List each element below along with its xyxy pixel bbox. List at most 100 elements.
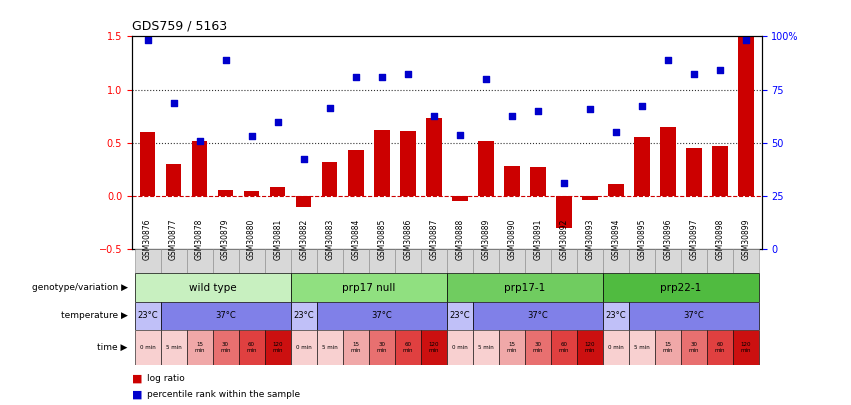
Text: ■: ■ bbox=[132, 390, 142, 400]
Text: 15
min: 15 min bbox=[351, 342, 361, 353]
Text: 30
min: 30 min bbox=[533, 342, 543, 353]
Point bbox=[167, 100, 180, 107]
FancyBboxPatch shape bbox=[603, 273, 759, 302]
Text: prp17-1: prp17-1 bbox=[504, 283, 545, 292]
FancyBboxPatch shape bbox=[213, 330, 238, 364]
Bar bbox=[556, 196, 572, 228]
Bar bbox=[348, 150, 363, 196]
Text: 60
min: 60 min bbox=[403, 342, 413, 353]
Point bbox=[401, 70, 414, 77]
Text: GSM30895: GSM30895 bbox=[637, 219, 647, 260]
Bar bbox=[400, 131, 415, 196]
FancyBboxPatch shape bbox=[134, 330, 161, 364]
Bar bbox=[530, 167, 545, 196]
Text: 0 min: 0 min bbox=[296, 345, 311, 350]
FancyBboxPatch shape bbox=[629, 302, 759, 330]
Bar bbox=[686, 148, 702, 196]
FancyBboxPatch shape bbox=[499, 249, 525, 273]
FancyBboxPatch shape bbox=[265, 249, 291, 273]
FancyBboxPatch shape bbox=[629, 249, 655, 273]
FancyBboxPatch shape bbox=[395, 249, 420, 273]
Text: 60
min: 60 min bbox=[715, 342, 725, 353]
Text: 23°C: 23°C bbox=[606, 311, 626, 320]
Text: wild type: wild type bbox=[189, 283, 237, 292]
FancyBboxPatch shape bbox=[707, 249, 733, 273]
Text: GSM30899: GSM30899 bbox=[741, 219, 751, 260]
Text: 5 min: 5 min bbox=[322, 345, 338, 350]
Bar bbox=[660, 127, 676, 196]
FancyBboxPatch shape bbox=[213, 249, 238, 273]
FancyBboxPatch shape bbox=[473, 302, 603, 330]
Text: GSM30892: GSM30892 bbox=[559, 219, 568, 260]
FancyBboxPatch shape bbox=[368, 330, 395, 364]
Point bbox=[193, 137, 207, 144]
Text: 37°C: 37°C bbox=[528, 311, 548, 320]
FancyBboxPatch shape bbox=[603, 330, 629, 364]
Point bbox=[479, 76, 493, 82]
FancyBboxPatch shape bbox=[395, 330, 420, 364]
Bar bbox=[582, 196, 597, 200]
FancyBboxPatch shape bbox=[551, 330, 577, 364]
FancyBboxPatch shape bbox=[447, 330, 473, 364]
Text: 23°C: 23°C bbox=[294, 311, 314, 320]
Bar bbox=[608, 184, 624, 196]
Text: GSM30880: GSM30880 bbox=[247, 219, 256, 260]
Point bbox=[635, 102, 648, 109]
Point bbox=[661, 57, 675, 63]
Text: 15
min: 15 min bbox=[506, 342, 517, 353]
FancyBboxPatch shape bbox=[473, 249, 499, 273]
Text: GSM30881: GSM30881 bbox=[273, 219, 283, 260]
Point bbox=[219, 57, 232, 63]
Text: percentile rank within the sample: percentile rank within the sample bbox=[147, 390, 300, 399]
Text: 23°C: 23°C bbox=[137, 311, 157, 320]
FancyBboxPatch shape bbox=[447, 249, 473, 273]
Text: GSM30882: GSM30882 bbox=[300, 219, 308, 260]
FancyBboxPatch shape bbox=[447, 302, 473, 330]
Bar bbox=[374, 130, 390, 196]
FancyBboxPatch shape bbox=[186, 330, 213, 364]
Text: GSM30888: GSM30888 bbox=[455, 219, 465, 260]
FancyBboxPatch shape bbox=[603, 302, 629, 330]
FancyBboxPatch shape bbox=[681, 330, 707, 364]
Text: GSM30886: GSM30886 bbox=[403, 219, 412, 260]
Bar bbox=[270, 188, 285, 196]
Text: 5 min: 5 min bbox=[634, 345, 650, 350]
Text: 120
min: 120 min bbox=[272, 342, 283, 353]
Bar bbox=[322, 162, 338, 196]
Bar bbox=[452, 196, 467, 201]
FancyBboxPatch shape bbox=[291, 302, 317, 330]
Point bbox=[271, 118, 284, 125]
Bar bbox=[426, 118, 442, 196]
Bar bbox=[166, 164, 181, 196]
FancyBboxPatch shape bbox=[343, 330, 368, 364]
FancyBboxPatch shape bbox=[603, 249, 629, 273]
Text: prp17 null: prp17 null bbox=[342, 283, 396, 292]
Bar bbox=[478, 141, 494, 196]
FancyBboxPatch shape bbox=[317, 330, 343, 364]
Bar bbox=[140, 132, 156, 196]
Bar bbox=[191, 141, 208, 196]
Text: prp22-1: prp22-1 bbox=[660, 283, 701, 292]
Text: GSM30893: GSM30893 bbox=[585, 219, 594, 260]
Point bbox=[323, 104, 336, 111]
FancyBboxPatch shape bbox=[629, 330, 655, 364]
Text: 120
min: 120 min bbox=[429, 342, 439, 353]
Point bbox=[349, 74, 363, 80]
Text: 15
min: 15 min bbox=[194, 342, 205, 353]
FancyBboxPatch shape bbox=[291, 249, 317, 273]
Text: 5 min: 5 min bbox=[166, 345, 181, 350]
FancyBboxPatch shape bbox=[420, 249, 447, 273]
Point bbox=[609, 129, 623, 135]
FancyBboxPatch shape bbox=[577, 249, 603, 273]
FancyBboxPatch shape bbox=[161, 302, 291, 330]
Text: temperature ▶: temperature ▶ bbox=[60, 311, 128, 320]
FancyBboxPatch shape bbox=[707, 330, 733, 364]
Point bbox=[245, 133, 259, 140]
Text: 15
min: 15 min bbox=[663, 342, 673, 353]
Text: GSM30876: GSM30876 bbox=[143, 219, 152, 260]
Point bbox=[505, 113, 518, 119]
Text: 120
min: 120 min bbox=[585, 342, 595, 353]
Text: 0 min: 0 min bbox=[452, 345, 468, 350]
Point bbox=[427, 113, 441, 119]
Text: 120
min: 120 min bbox=[740, 342, 751, 353]
